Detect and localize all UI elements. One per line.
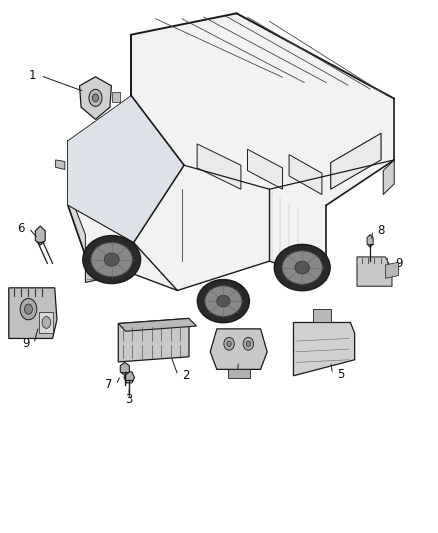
Ellipse shape bbox=[104, 253, 119, 266]
Polygon shape bbox=[68, 189, 85, 256]
Polygon shape bbox=[80, 77, 111, 119]
Ellipse shape bbox=[227, 341, 231, 346]
Ellipse shape bbox=[20, 298, 37, 320]
Polygon shape bbox=[118, 318, 189, 362]
Polygon shape bbox=[9, 288, 57, 338]
Polygon shape bbox=[367, 235, 373, 247]
Polygon shape bbox=[35, 226, 45, 245]
Polygon shape bbox=[118, 318, 196, 331]
Text: 8: 8 bbox=[378, 224, 385, 237]
Text: 9: 9 bbox=[22, 337, 30, 350]
Ellipse shape bbox=[224, 337, 234, 350]
Polygon shape bbox=[68, 96, 184, 243]
Polygon shape bbox=[383, 160, 394, 195]
Ellipse shape bbox=[91, 243, 132, 277]
Ellipse shape bbox=[205, 286, 242, 317]
Polygon shape bbox=[56, 160, 65, 169]
Polygon shape bbox=[289, 155, 322, 195]
Ellipse shape bbox=[295, 261, 310, 274]
Polygon shape bbox=[228, 369, 250, 378]
Ellipse shape bbox=[217, 295, 230, 307]
Polygon shape bbox=[39, 312, 53, 333]
Polygon shape bbox=[124, 372, 134, 383]
Ellipse shape bbox=[243, 337, 254, 350]
Text: 6: 6 bbox=[17, 222, 25, 235]
Polygon shape bbox=[293, 322, 355, 376]
Polygon shape bbox=[331, 133, 381, 189]
Text: 2: 2 bbox=[182, 369, 190, 382]
Polygon shape bbox=[385, 262, 399, 278]
Polygon shape bbox=[120, 362, 129, 375]
Text: 9: 9 bbox=[396, 257, 403, 270]
Ellipse shape bbox=[89, 90, 102, 107]
Polygon shape bbox=[68, 13, 394, 290]
Polygon shape bbox=[197, 144, 241, 189]
Ellipse shape bbox=[282, 251, 322, 284]
Polygon shape bbox=[313, 309, 331, 322]
Ellipse shape bbox=[42, 317, 51, 328]
Text: 1: 1 bbox=[29, 69, 37, 82]
Polygon shape bbox=[85, 243, 134, 282]
Text: 5: 5 bbox=[337, 368, 344, 381]
Ellipse shape bbox=[83, 236, 141, 284]
Polygon shape bbox=[247, 149, 283, 189]
Text: 7: 7 bbox=[105, 378, 113, 391]
Ellipse shape bbox=[92, 94, 99, 102]
Ellipse shape bbox=[198, 279, 249, 323]
Ellipse shape bbox=[246, 341, 251, 346]
Text: 3: 3 bbox=[126, 393, 133, 406]
Polygon shape bbox=[357, 257, 392, 286]
Polygon shape bbox=[210, 329, 267, 369]
Polygon shape bbox=[112, 92, 120, 102]
Ellipse shape bbox=[274, 244, 330, 290]
Ellipse shape bbox=[25, 304, 32, 314]
Text: 4: 4 bbox=[241, 369, 249, 382]
